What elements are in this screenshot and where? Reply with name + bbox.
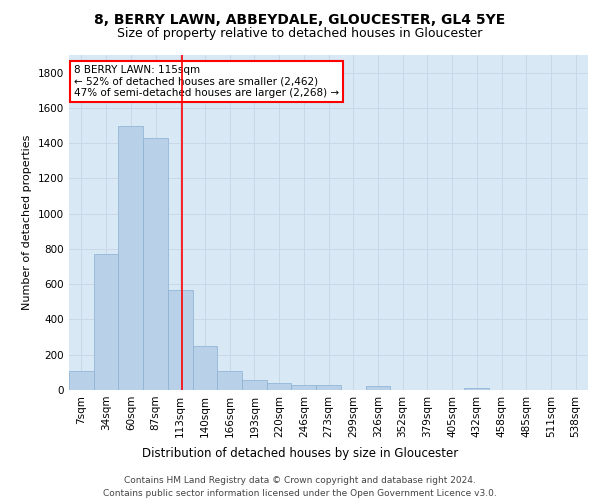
Text: Size of property relative to detached houses in Gloucester: Size of property relative to detached ho… — [118, 28, 482, 40]
Bar — [267, 383, 292, 390]
Bar — [316, 384, 341, 390]
Bar — [143, 138, 168, 390]
Bar — [69, 370, 94, 390]
Text: Distribution of detached houses by size in Gloucester: Distribution of detached houses by size … — [142, 448, 458, 460]
Text: Contains HM Land Registry data © Crown copyright and database right 2024.: Contains HM Land Registry data © Crown c… — [124, 476, 476, 485]
Bar — [94, 254, 118, 390]
Bar — [365, 386, 390, 390]
Bar — [193, 346, 217, 390]
Bar — [217, 370, 242, 390]
Bar — [292, 384, 316, 390]
Text: Contains public sector information licensed under the Open Government Licence v3: Contains public sector information licen… — [103, 489, 497, 498]
Text: 8, BERRY LAWN, ABBEYDALE, GLOUCESTER, GL4 5YE: 8, BERRY LAWN, ABBEYDALE, GLOUCESTER, GL… — [94, 12, 506, 26]
Bar — [242, 380, 267, 390]
Bar — [168, 290, 193, 390]
Y-axis label: Number of detached properties: Number of detached properties — [22, 135, 32, 310]
Bar — [464, 388, 489, 390]
Bar — [118, 126, 143, 390]
Text: 8 BERRY LAWN: 115sqm
← 52% of detached houses are smaller (2,462)
47% of semi-de: 8 BERRY LAWN: 115sqm ← 52% of detached h… — [74, 65, 340, 98]
